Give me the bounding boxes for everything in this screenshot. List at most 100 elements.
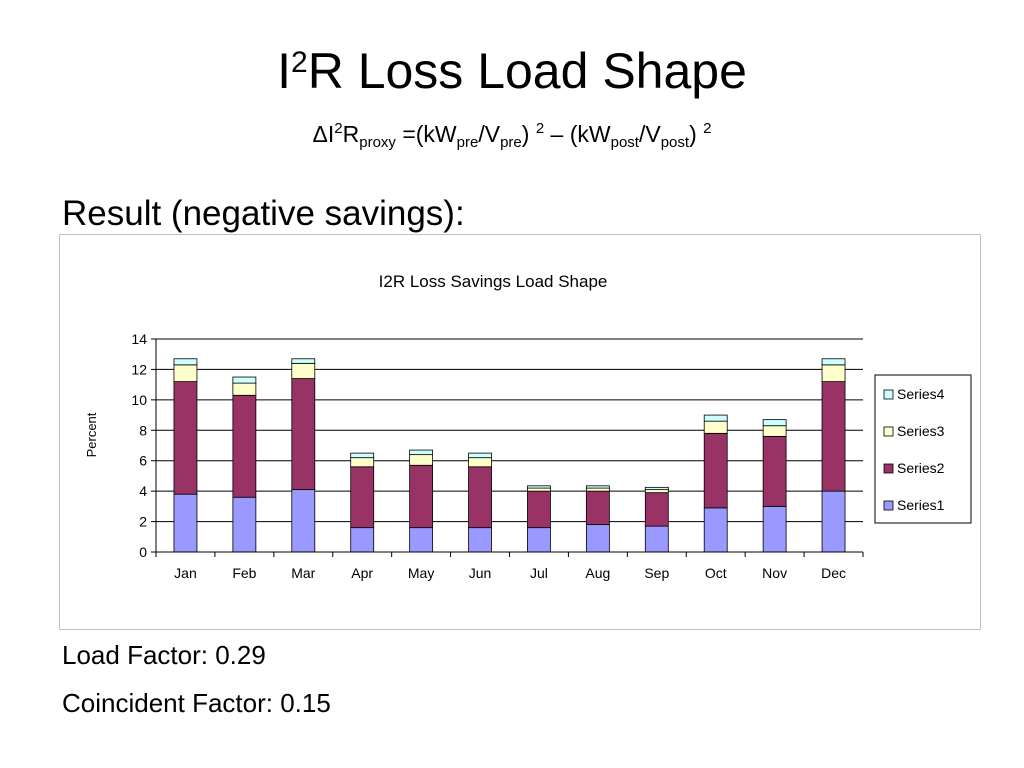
y-tick-label: 2 [139,514,147,530]
chart-title: I2R Loss Savings Load Shape [379,272,608,291]
bar-series1-mar [291,489,316,553]
legend-swatch-series4 [883,389,894,400]
formula-r: R [342,121,360,147]
y-tick-label: 8 [139,422,147,438]
bar-series1-oct [703,507,728,553]
bar-series4-dec [821,358,846,366]
bar-series3-feb [232,382,257,396]
title-rest: R Loss Load Shape [307,43,747,99]
bar-series2-dec [821,381,846,492]
formula-slash-v: /V [478,121,501,147]
y-tick-label: 4 [139,483,147,499]
bar-series1-sep [644,525,669,553]
x-tick-label: Jan [174,565,197,581]
legend-box [874,374,972,524]
formula-slash-v: /V [638,121,661,147]
chart-svg: I2R Loss Savings Load Shape 0 2 4 6 8 10 12 14 J… [84,272,972,581]
slide-title: I2R Loss Load Shape [0,40,1024,102]
formula-sup: 2 [334,120,343,137]
bar-series2-may [409,464,434,529]
formula-sub-proxy: proxy [359,134,396,151]
bar-series4-nov [762,419,787,427]
title-superscript: 2 [291,46,308,79]
x-tick-label: May [408,565,434,581]
bar-series2-aug [585,490,610,526]
gridlines [156,338,863,523]
bar-series1-jan [173,493,198,553]
bar-series2-jan [173,381,198,495]
y-tick-label: 0 [139,544,147,560]
bar-series3-jun [468,457,492,468]
bar-series3-apr [350,457,375,468]
bar-series4-oct [703,414,728,422]
bar-series4-jan [173,358,198,366]
x-tick-label: Feb [232,565,256,581]
bar-series3-aug [585,487,610,492]
bar-series1-apr [350,527,375,553]
bars [173,358,846,553]
bar-series3-jul [527,487,551,492]
formula-sub-pre: pre [500,134,522,151]
formula-close: ) [689,121,704,147]
formula-close: ) [521,121,536,147]
formula-sup: 2 [535,120,545,137]
legend-label-series2: Series2 [897,460,945,476]
legend-swatch-series1 [883,500,894,511]
bar-series4-sep [644,486,669,491]
x-tick-label: Sep [644,565,669,581]
bar-series4-jun [468,452,492,459]
bar-series1-jul [527,527,551,553]
formula-sup: 2 [703,120,712,137]
legend-label-series1: Series1 [897,497,945,513]
legend-swatch-series2 [883,463,894,474]
bar-series1-jun [468,527,492,553]
y-tick-label: 12 [131,361,147,377]
formula-dash-kw: – (kW [544,121,611,147]
formula-sub-post: post [660,134,690,151]
bar-series2-mar [291,378,316,491]
formula-delta-i: ΔI [312,121,335,147]
x-tick-label: Oct [705,565,727,581]
load-factor: Load Factor: 0.29 [62,640,266,670]
bar-series2-oct [703,432,728,509]
axes: 0 2 4 6 8 10 12 14 Jan Feb Mar Apr May Jun Jul Aug Sep Oc… [131,331,864,581]
bar-series1-aug [585,524,610,553]
bar-series4-mar [291,358,316,364]
bar-series2-jun [468,466,492,529]
x-tick-label: Mar [291,565,315,581]
x-tick-label: Jul [530,565,548,581]
bar-series3-dec [821,364,846,383]
bar-series2-nov [762,435,787,507]
y-tick-label: 10 [131,392,147,408]
bar-series2-jul [527,490,551,529]
legend-label-series4: Series4 [897,386,945,402]
bar-series1-dec [821,490,846,553]
formula-sub-pre: pre [456,134,479,151]
bar-series3-oct [703,420,728,434]
bar-series3-may [409,454,434,466]
bar-series4-feb [232,376,257,384]
coincident-factor: Coincident Factor: 0.15 [62,688,331,718]
bar-series3-jan [173,364,198,383]
bar-series3-sep [644,489,669,494]
x-tick-label: Jun [469,565,492,581]
formula-sub-post: post [610,134,639,151]
legend-swatch-series3 [883,426,894,437]
legend: Series4 Series3 Series2 Series1 [874,374,972,524]
title-base: I [277,43,291,99]
x-tick-label: Dec [821,565,846,581]
bar-series4-apr [350,452,375,459]
bar-series4-may [409,449,434,456]
bar-series2-feb [232,394,257,498]
result-heading: Result (negative savings): [62,194,465,233]
bar-series1-may [409,527,434,553]
formula-subtitle: ΔI2Rproxy =(kWpre/Vpre) 2 – (kWpost/Vpos… [0,118,1024,150]
bar-series4-aug [585,485,610,489]
x-tick-label: Nov [762,565,787,581]
y-tick-label: 6 [139,453,147,469]
bar-series1-feb [232,496,257,553]
bar-series1-nov [762,505,787,553]
y-tick-label: 14 [131,331,147,347]
bar-series3-mar [291,362,316,379]
x-tick-label: Aug [585,565,610,581]
